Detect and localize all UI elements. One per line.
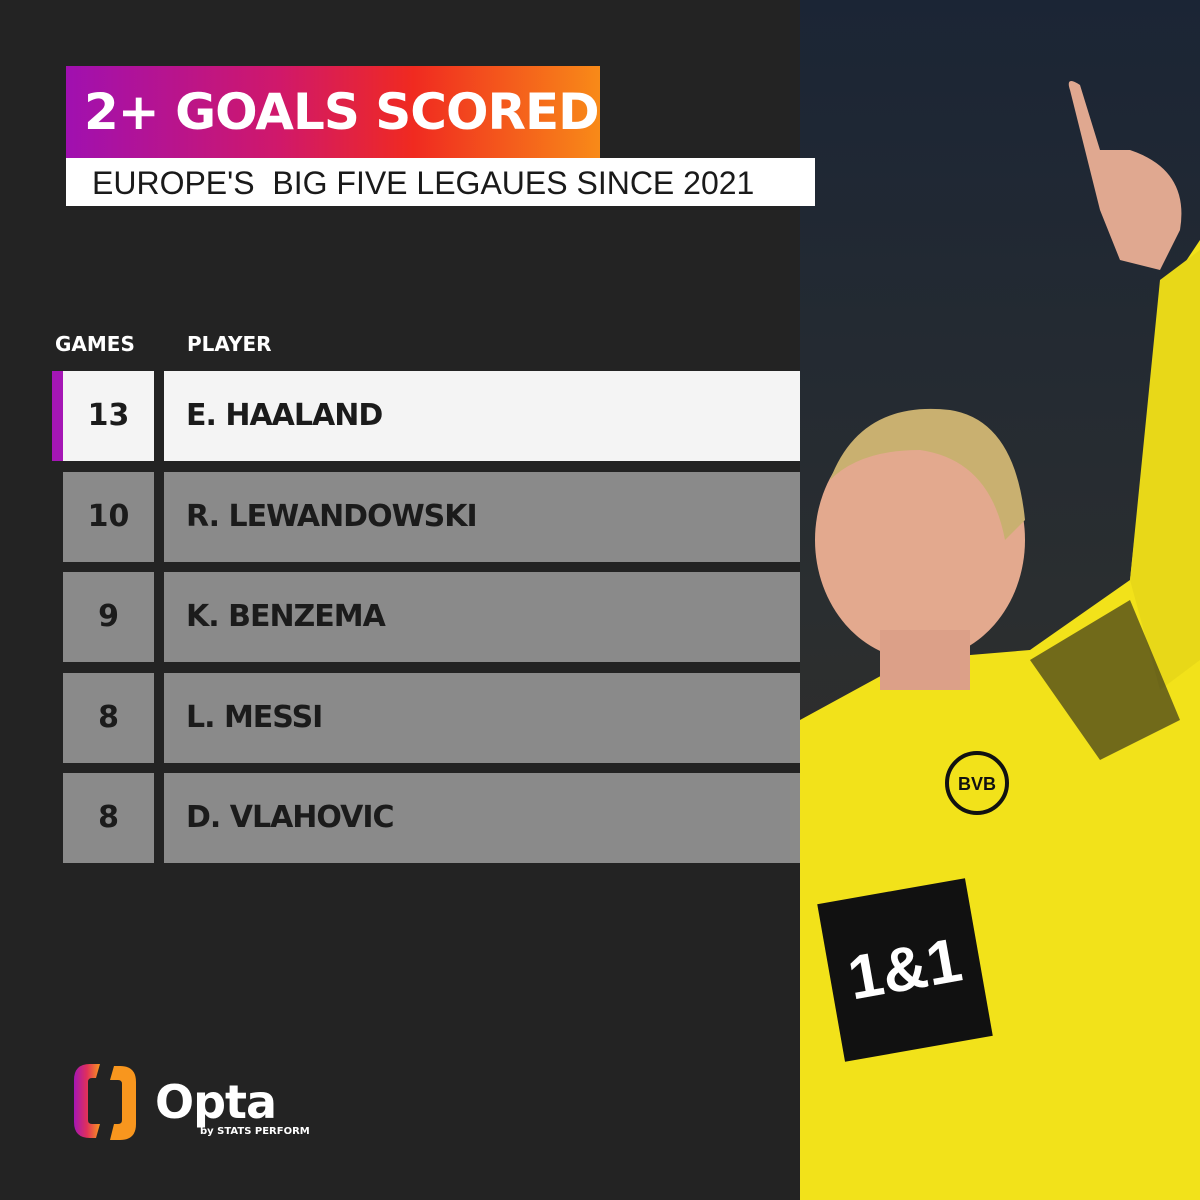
subtitle-banner: EUROPE'S BIG FIVE LEGAUES SINCE 2021 bbox=[66, 158, 815, 206]
title-banner: 2+ GOALS SCORED bbox=[66, 66, 600, 158]
player-cell: K. BENZEMA bbox=[164, 572, 800, 662]
games-cell: 13 bbox=[63, 371, 154, 461]
games-column-header: GAMES bbox=[55, 332, 135, 356]
player-cell: L. MESSI bbox=[164, 673, 800, 763]
games-cell: 8 bbox=[63, 773, 154, 863]
table-row: 9 K. BENZEMA bbox=[52, 572, 800, 662]
player-cell: R. LEWANDOWSKI bbox=[164, 472, 800, 562]
player-column-header: PLAYER bbox=[187, 332, 272, 356]
games-cell: 8 bbox=[63, 673, 154, 763]
table-row: 13 E. HAALAND bbox=[52, 371, 800, 461]
table-row: 10 R. LEWANDOWSKI bbox=[52, 472, 800, 562]
opta-logo-icon bbox=[74, 1064, 136, 1140]
stats-perform-tagline: by STATS PERFORM bbox=[200, 1126, 310, 1137]
player-cell: D. VLAHOVIC bbox=[164, 773, 800, 863]
opta-wordmark: Opta bbox=[155, 1075, 277, 1129]
table-row: 8 L. MESSI bbox=[52, 673, 800, 763]
player-photo: 1&1 BVB bbox=[800, 0, 1200, 1200]
bvb-crest: BVB bbox=[945, 751, 1009, 815]
games-cell: 10 bbox=[63, 472, 154, 562]
player-cell: E. HAALAND bbox=[164, 371, 800, 461]
table-row: 8 D. VLAHOVIC bbox=[52, 773, 800, 863]
svg-text:BVB: BVB bbox=[958, 774, 996, 794]
sponsor-badge: 1&1 bbox=[817, 878, 993, 1062]
highlight-accent bbox=[52, 371, 63, 461]
games-cell: 9 bbox=[63, 572, 154, 662]
